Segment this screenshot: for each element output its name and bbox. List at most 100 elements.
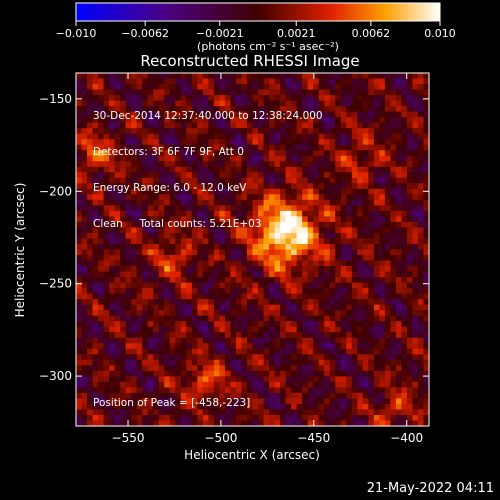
- heatmap-cell: [92, 117, 99, 124]
- heatmap-cell: [417, 100, 425, 107]
- heatmap-cell: [147, 150, 154, 157]
- heatmap-cell: [246, 414, 254, 422]
- heatmap-cell: [76, 260, 83, 267]
- heatmap-cell: [417, 403, 425, 411]
- heatmap-cell: [269, 260, 276, 267]
- heatmap-cell: [98, 370, 105, 377]
- heatmap-cell: [252, 271, 259, 278]
- heatmap-cell: [390, 293, 397, 300]
- heatmap-cell: [87, 73, 94, 80]
- heatmap-cell: [346, 166, 353, 173]
- heatmap-cell: [125, 117, 132, 124]
- heatmap-cell: [307, 249, 314, 256]
- heatmap-cell: [329, 381, 336, 388]
- heatmap-cell: [368, 282, 375, 289]
- heatmap-cell: [213, 376, 221, 383]
- heatmap-cell: [87, 255, 94, 262]
- heatmap-cell: [335, 414, 342, 422]
- heatmap-cell: [219, 420, 226, 427]
- heatmap-cell: [81, 221, 88, 229]
- heatmap-cell: [318, 84, 325, 91]
- heatmap-cell: [406, 161, 414, 168]
- heatmap-cell: [76, 133, 83, 140]
- heatmap-cell: [235, 238, 243, 245]
- heatmap-cell: [258, 321, 265, 328]
- heatmap-cell: [307, 392, 314, 400]
- heatmap-cell: [296, 172, 303, 179]
- heatmap-cell: [120, 387, 127, 394]
- heatmap-cell: [224, 315, 232, 322]
- heatmap-cell: [329, 409, 336, 416]
- heatmap-cell: [246, 337, 254, 344]
- heatmap-cell: [230, 128, 237, 135]
- heatmap-cell: [285, 155, 292, 162]
- heatmap-cell: [230, 354, 237, 361]
- heatmap-cell: [246, 221, 254, 229]
- heatmap-cell: [241, 133, 248, 140]
- heatmap-cell: [423, 260, 430, 267]
- heatmap-cell: [147, 282, 154, 289]
- heatmap-cell: [417, 326, 425, 333]
- heatmap-cell: [81, 194, 88, 201]
- heatmap-cell: [373, 359, 380, 366]
- heatmap-cell: [373, 354, 380, 361]
- heatmap-cell: [241, 194, 248, 201]
- heatmap-cell: [395, 84, 403, 91]
- heatmap-cell: [169, 414, 176, 422]
- heatmap-cell: [230, 288, 237, 295]
- heatmap-cell: [280, 128, 287, 135]
- heatmap-cell: [147, 365, 154, 372]
- heatmap-cell: [269, 420, 276, 427]
- heatmap-cell: [269, 387, 276, 394]
- heatmap-cell: [307, 282, 314, 289]
- heatmap-cell: [81, 348, 88, 355]
- heatmap-cell: [191, 194, 198, 201]
- heatmap-cell: [357, 310, 364, 317]
- heatmap-cell: [81, 288, 88, 295]
- heatmap-cell: [224, 205, 232, 212]
- heatmap-cell: [164, 376, 171, 383]
- heatmap-cell: [169, 194, 176, 201]
- heatmap-cell: [169, 304, 176, 311]
- heatmap-cell: [169, 155, 176, 162]
- heatmap-cell: [120, 188, 127, 195]
- heatmap-cell: [302, 177, 309, 184]
- heatmap-cell: [213, 387, 221, 394]
- heatmap-cell: [362, 95, 369, 102]
- heatmap-cell: [258, 210, 265, 218]
- heatmap-cell: [379, 260, 386, 267]
- heatmap-cell: [384, 89, 391, 96]
- heatmap-cell: [406, 227, 414, 234]
- heatmap-cell: [235, 139, 243, 146]
- heatmap-cell: [335, 194, 342, 201]
- heatmap-cell: [213, 348, 221, 355]
- heatmap-cell: [302, 144, 309, 151]
- heatmap-cell: [76, 271, 83, 278]
- heatmap-cell: [324, 387, 331, 394]
- heatmap-cell: [219, 106, 226, 113]
- heatmap-cell: [235, 161, 243, 168]
- heatmap-cell: [401, 238, 408, 245]
- heatmap-cell: [147, 188, 154, 195]
- heatmap-cell: [131, 139, 138, 146]
- heatmap-cell: [208, 111, 215, 118]
- heatmap-cell: [313, 89, 320, 96]
- heatmap-cell: [87, 111, 94, 118]
- heatmap-cell: [423, 133, 430, 140]
- heatmap-cell: [114, 73, 121, 80]
- heatmap-cell: [180, 238, 187, 245]
- heatmap-cell: [379, 183, 386, 190]
- heatmap-cell: [164, 183, 171, 190]
- heatmap-cell: [368, 166, 375, 173]
- heatmap-cell: [302, 117, 309, 124]
- heatmap-cell: [384, 326, 391, 333]
- heatmap-cell: [280, 409, 287, 416]
- heatmap-cell: [412, 133, 419, 140]
- heatmap-cell: [131, 117, 138, 124]
- heatmap-cell: [136, 255, 143, 262]
- heatmap-cell: [335, 376, 342, 383]
- heatmap-cell: [186, 100, 193, 107]
- heatmap-cell: [412, 271, 419, 278]
- heatmap-cell: [384, 299, 391, 306]
- heatmap-cell: [191, 216, 198, 223]
